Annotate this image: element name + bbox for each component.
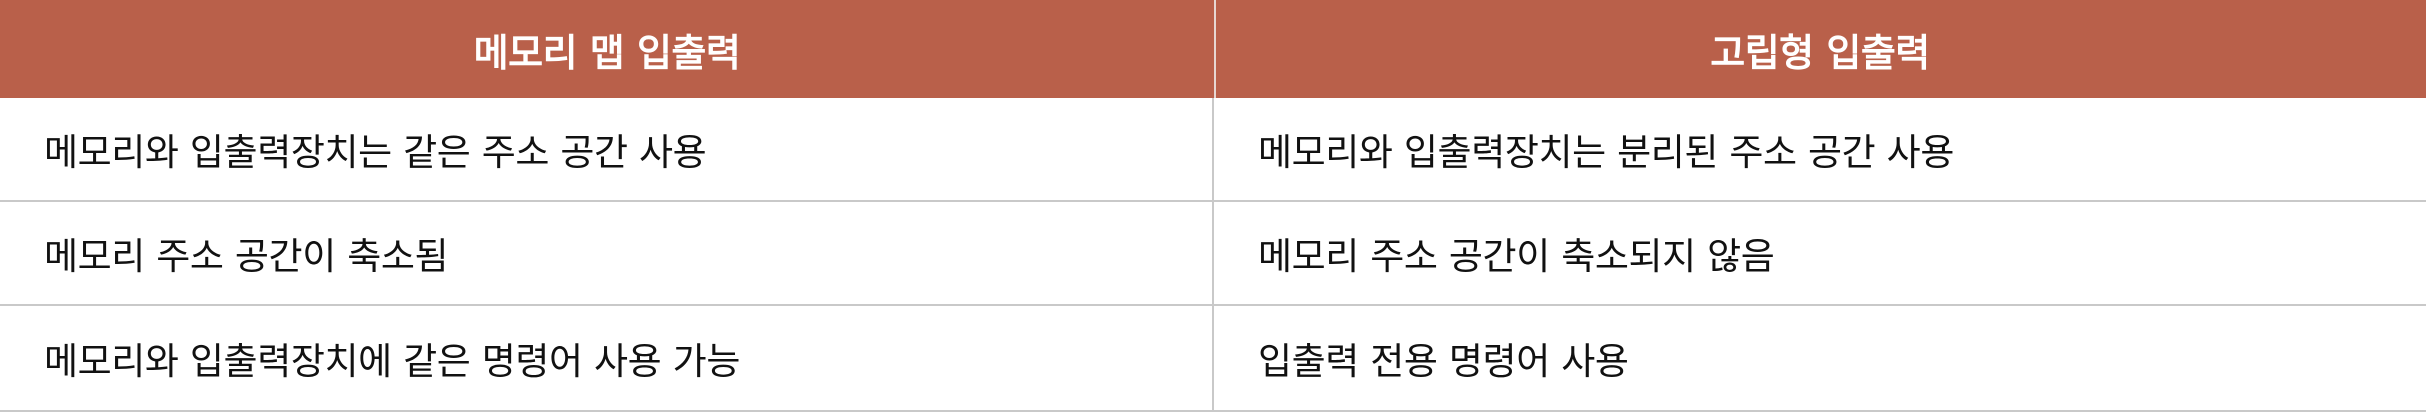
header-divider: [1214, 0, 1216, 98]
table-cell: 입출력 전용 명령어 사용: [1258, 340, 1629, 383]
table-header-row: 메모리 맵 입출력 고립형 입출력: [0, 0, 2426, 98]
table-cell: 메모리와 입출력장치는 분리된 주소 공간 사용: [1258, 131, 1954, 174]
table-row: 메모리와 입출력장치에 같은 명령어 사용 가능 입출력 전용 명령어 사용: [0, 306, 2426, 412]
table-row: 메모리와 입출력장치는 같은 주소 공간 사용 메모리와 입출력장치는 분리된 …: [0, 98, 2426, 202]
header-memory-mapped-io: 메모리 맵 입출력: [473, 30, 741, 75]
table-cell: 메모리와 입출력장치는 같은 주소 공간 사용: [0, 98, 1214, 200]
table-cell: 메모리 주소 공간이 축소되지 않음: [1258, 235, 1775, 278]
table-row: 메모리 주소 공간이 축소됨 메모리 주소 공간이 축소되지 않음: [0, 202, 2426, 306]
header-isolated-io: 고립형 입출력: [1710, 30, 1930, 75]
table-cell: 메모리와 입출력장치에 같은 명령어 사용 가능: [0, 306, 1214, 410]
table-cell: 메모리 주소 공간이 축소됨: [0, 202, 1214, 304]
